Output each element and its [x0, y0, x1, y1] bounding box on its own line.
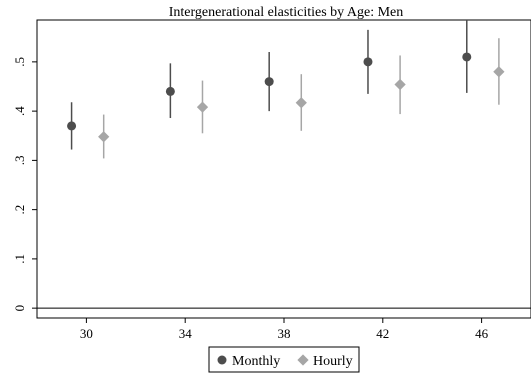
x-tick-label: 30	[80, 326, 93, 341]
data-point-diamond	[98, 131, 110, 143]
legend-label-hourly: Hourly	[313, 354, 353, 369]
legend-marker-hourly	[297, 354, 309, 366]
data-series	[67, 20, 505, 159]
data-point-diamond	[493, 66, 505, 78]
y-tick-label: .4	[12, 106, 27, 116]
x-tick-label: 46	[475, 326, 489, 341]
data-point-diamond	[295, 97, 307, 109]
y-tick-label: .5	[12, 57, 27, 67]
data-point-circle	[363, 57, 373, 67]
x-axis: 30 34 38 42 46	[80, 318, 489, 341]
data-point-circle	[165, 86, 175, 96]
y-tick-label: .1	[12, 254, 27, 264]
y-tick-label: .2	[12, 205, 27, 215]
data-point-diamond	[196, 101, 209, 113]
legend-marker-monthly	[217, 355, 227, 365]
x-tick-label: 34	[179, 326, 193, 341]
data-point-circle	[462, 52, 472, 62]
legend: Monthly Hourly	[208, 346, 360, 373]
chart-title: Intergenerational elasticities by Age: M…	[169, 5, 404, 20]
y-tick-label: 0	[12, 305, 27, 312]
x-tick-label: 38	[278, 326, 291, 341]
legend-box	[208, 346, 360, 373]
series-monthly	[67, 20, 472, 150]
data-point-diamond	[394, 78, 406, 91]
series-hourly	[98, 38, 505, 159]
y-tick-label: .3	[12, 156, 27, 166]
legend-label-monthly: Monthly	[232, 354, 280, 369]
data-point-circle	[67, 121, 77, 131]
x-tick-label: 42	[376, 326, 389, 341]
y-axis: 0 .1 .2 .3 .4 .5	[12, 57, 37, 311]
data-point-circle	[264, 77, 274, 87]
